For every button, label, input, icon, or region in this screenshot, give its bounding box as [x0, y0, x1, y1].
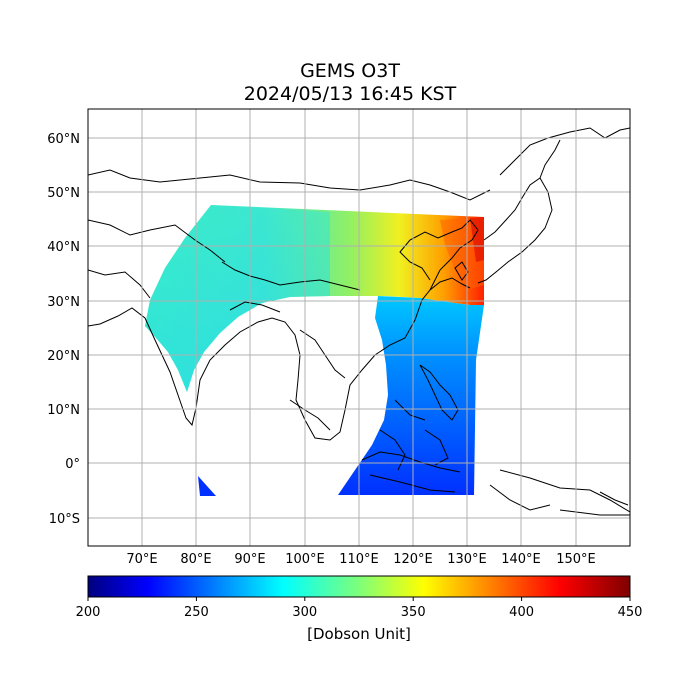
- lat-tick-labels: 60°N 50°N 40°N 30°N 20°N 10°N 0° 10°S: [47, 132, 80, 527]
- lon-tick: 130°E: [447, 552, 487, 567]
- colorbar-label: [Dobson Unit]: [307, 625, 411, 643]
- map-frame: [87, 108, 631, 547]
- lat-tick: 50°N: [47, 186, 80, 201]
- lat-tick: 20°N: [47, 349, 80, 364]
- chart-title: GEMS O3T: [300, 60, 400, 82]
- lon-tick: 90°E: [234, 552, 265, 567]
- colorbar-tick-labels: 200 250 300 350 400 450: [76, 605, 643, 620]
- colorbar-ticks: [87, 597, 631, 601]
- ozone-swath-south: [338, 296, 484, 495]
- lat-tick: 10°S: [49, 512, 80, 527]
- lon-tick-labels: 70°E 80°E 90°E 100°E 110°E 120°E 130°E 1…: [126, 552, 595, 567]
- graticule: [88, 109, 630, 546]
- colorbar-tick-label: 300: [292, 605, 317, 620]
- lon-tick: 70°E: [126, 552, 157, 567]
- lat-tick: 40°N: [47, 240, 80, 255]
- lon-tick: 110°E: [339, 552, 379, 567]
- colorbar-tick-label: 450: [618, 605, 643, 620]
- lon-tick: 150°E: [556, 552, 596, 567]
- lon-tick: 100°E: [285, 552, 325, 567]
- ozone-swath-fragment: [198, 476, 216, 496]
- ozone-swath: [145, 205, 484, 496]
- chart-timestamp: 2024/05/13 16:45 KST: [243, 83, 457, 105]
- colorbar-tick-label: 250: [184, 605, 209, 620]
- lat-tick: 0°: [65, 457, 80, 472]
- colorbar: [87, 575, 631, 598]
- lon-tick: 120°E: [393, 552, 433, 567]
- lat-tick: 10°N: [47, 403, 80, 418]
- colorbar-tick-label: 200: [76, 605, 101, 620]
- lat-tick: 30°N: [47, 295, 80, 310]
- colorbar-tick-label: 350: [401, 605, 426, 620]
- colorbar-tick-label: 400: [509, 605, 534, 620]
- lon-tick: 140°E: [501, 552, 541, 567]
- lat-tick: 60°N: [47, 132, 80, 147]
- lon-tick: 80°E: [180, 552, 211, 567]
